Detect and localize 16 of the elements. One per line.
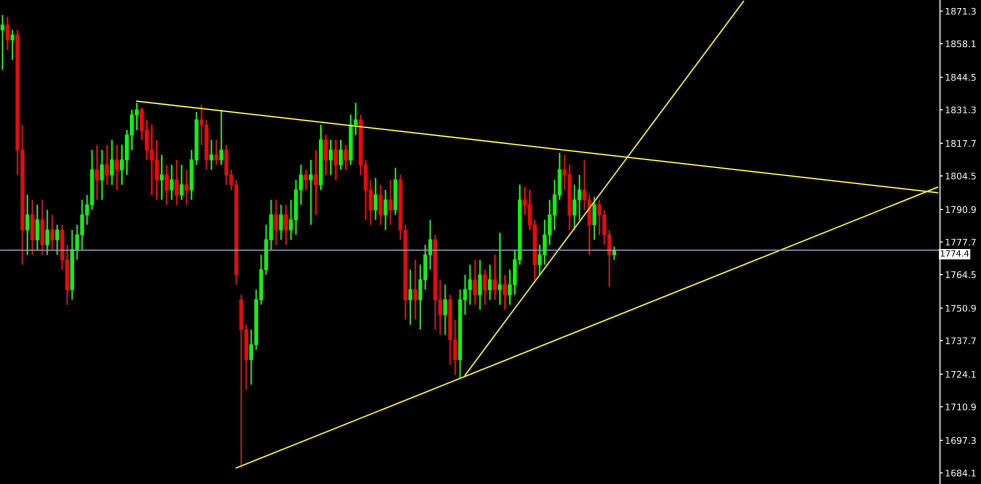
y-tick-label: 1697.3	[946, 437, 976, 444]
y-tick-label: 1804.5	[946, 172, 976, 180]
y-tick-label: 1817.7	[946, 140, 976, 147]
y-tick-label: 1737.7	[946, 337, 976, 344]
y-tick-label: 1684.1	[946, 470, 976, 476]
y-tick-label: 1790.9	[946, 206, 976, 213]
y-tick-label: 1831.3	[946, 106, 976, 114]
y-tick-label: 1724.1	[946, 370, 976, 378]
y-tick-label: 1777.7	[946, 238, 976, 246]
y-tick-label: 1750.9	[946, 304, 976, 312]
y-tick-label: 1871.3	[946, 8, 976, 15]
y-tick-label: 1844.5	[946, 74, 976, 81]
y-tick-label: 1710.9	[946, 404, 976, 410]
y-tick-label: 1858.1	[946, 40, 976, 48]
y-tick-label: 1764.5	[946, 271, 976, 278]
ref-line-label: 1774.4	[940, 250, 969, 256]
